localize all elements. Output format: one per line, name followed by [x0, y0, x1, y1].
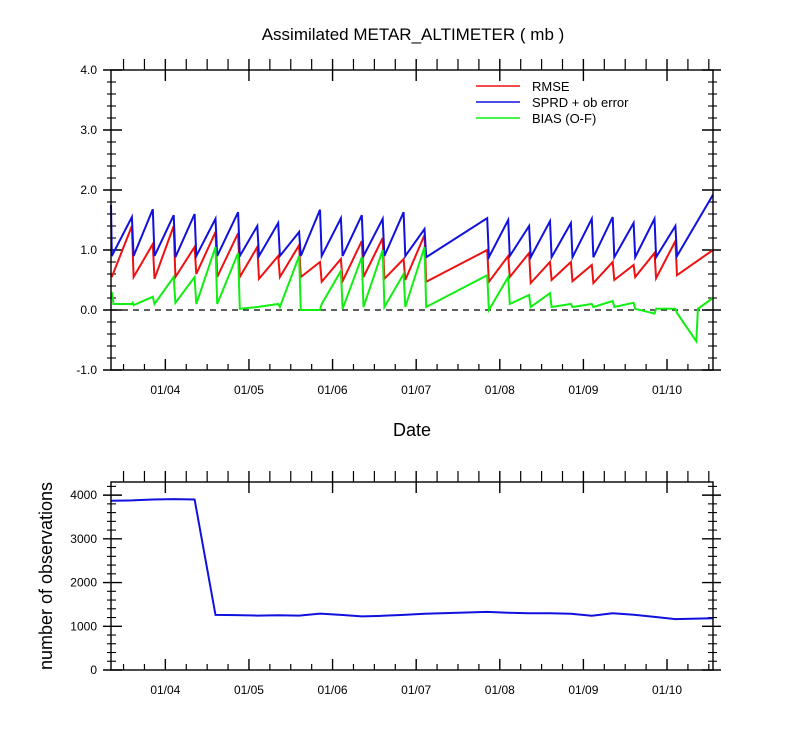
- y-tick-label: 4.0: [80, 63, 97, 77]
- y-tick-label: 4000: [70, 488, 97, 502]
- top-x-axis-title: Date: [393, 420, 431, 440]
- y-tick-label: 2.0: [80, 183, 97, 197]
- x-tick-label: 01/08: [485, 683, 515, 697]
- bottom-plot-frame: [110, 481, 714, 671]
- top-plot-frame: [110, 69, 714, 371]
- x-tick-label: 01/10: [652, 683, 682, 697]
- top-chart-title: Assimilated METAR_ALTIMETER ( mb ): [262, 25, 565, 44]
- y-tick-label: 0: [90, 663, 97, 677]
- y-tick-label: 3000: [70, 532, 97, 546]
- legend-label-sprd-ob-error: SPRD + ob error: [532, 95, 629, 110]
- bottom-y-axis-title: number of observations: [36, 482, 56, 670]
- y-tick-label: 1.0: [80, 243, 97, 257]
- bottom-plot-area: 01/04 01/05 01/06 01/07 01/08 01/09 01/10 0 1000…: [70, 471, 721, 697]
- y-tick-label: -1.0: [76, 363, 97, 377]
- y-tick-label: 0.0: [80, 303, 97, 317]
- x-tick-label: 01/05: [234, 683, 264, 697]
- series-line-observations: [110, 498, 714, 621]
- y-tick-label: 1000: [70, 619, 97, 633]
- x-tick-label: 01/04: [150, 683, 180, 697]
- series-line-rmse: [110, 225, 714, 286]
- x-tick-label: 01/09: [568, 683, 598, 697]
- y-tick-label: 3.0: [80, 123, 97, 137]
- top-plot-area: 01/04 01/05 01/06 01/07 01/08 01/09 01/10 -1.0 0…: [76, 59, 721, 397]
- x-tick-label: 01/07: [401, 383, 431, 397]
- x-tick-label: 01/04: [150, 383, 180, 397]
- x-tick-label: 01/08: [485, 383, 515, 397]
- series-line-sprd-ob-error: [110, 194, 714, 262]
- x-tick-label: 01/05: [234, 383, 264, 397]
- x-tick-label: 01/06: [318, 683, 348, 697]
- series-line-bias-o-f: [110, 246, 714, 345]
- legend-label-rmse: RMSE: [532, 79, 570, 94]
- legend-label-bias-o-f: BIAS (O-F): [532, 111, 596, 126]
- x-tick-label: 01/09: [568, 383, 598, 397]
- x-tick-label: 01/06: [318, 383, 348, 397]
- x-tick-label: 01/10: [652, 383, 682, 397]
- x-tick-label: 01/07: [401, 683, 431, 697]
- y-tick-label: 2000: [70, 576, 97, 590]
